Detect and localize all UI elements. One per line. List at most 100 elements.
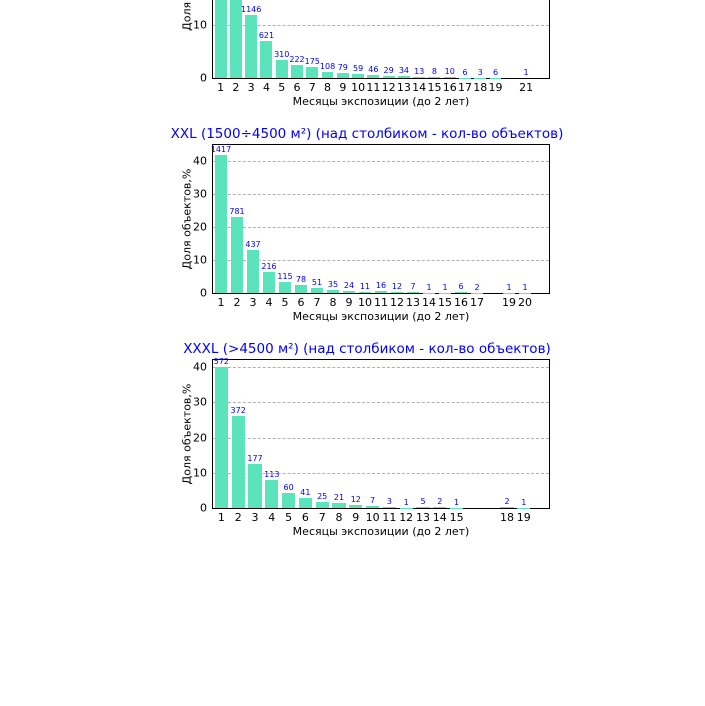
bar-value-label: 1 bbox=[454, 498, 459, 507]
bar-value-label: 1 bbox=[404, 498, 409, 507]
bar-value-label: 10 bbox=[445, 67, 455, 76]
x-tick-label: 2 bbox=[235, 511, 242, 524]
bar-value-label: 2 bbox=[474, 283, 479, 292]
bar bbox=[245, 15, 257, 78]
bar-value-label: 1 bbox=[442, 283, 447, 292]
bar bbox=[282, 493, 295, 508]
x-tick-label: 6 bbox=[294, 81, 301, 94]
bar bbox=[375, 291, 387, 293]
bar-value-label: 1 bbox=[524, 68, 529, 77]
y-tick-label: 20 bbox=[193, 221, 207, 234]
x-tick-label: 15 bbox=[450, 511, 464, 524]
bar-value-label: 113 bbox=[264, 470, 279, 479]
bar bbox=[391, 292, 403, 293]
bar-value-label: 437 bbox=[245, 240, 260, 249]
bar-value-label: 6 bbox=[493, 68, 498, 77]
x-tick-label: 11 bbox=[374, 296, 388, 309]
bar-value-label: 6 bbox=[462, 68, 467, 77]
bar bbox=[327, 290, 339, 293]
bar-value-label: 216 bbox=[261, 262, 276, 271]
x-tick-label: 9 bbox=[339, 81, 346, 94]
bar-value-label: 2 bbox=[437, 497, 442, 506]
y-tick-label: 0 bbox=[200, 72, 207, 85]
x-tick-label: 16 bbox=[454, 296, 468, 309]
bar bbox=[349, 505, 362, 508]
x-tick-label: 4 bbox=[263, 81, 270, 94]
bar-value-label: 115 bbox=[277, 272, 292, 281]
y-axis-label: Доля объектов,% bbox=[181, 169, 194, 270]
chart3: XXXL (>4500 м²) (над столбиком - кол-во … bbox=[152, 341, 557, 509]
bar-value-label: 78 bbox=[296, 275, 306, 284]
plot-area: 0102030405723721771136041252112731521211… bbox=[212, 359, 550, 509]
bar-value-label: 7 bbox=[370, 496, 375, 505]
grid-line bbox=[213, 402, 549, 403]
x-tick-label: 19 bbox=[502, 296, 516, 309]
bar-value-label: 1 bbox=[426, 283, 431, 292]
x-tick-label: 13 bbox=[416, 511, 430, 524]
y-tick-label: 30 bbox=[193, 188, 207, 201]
bar-value-label: 34 bbox=[399, 66, 409, 75]
bar-value-label: 372 bbox=[231, 406, 246, 415]
x-tick-label: 3 bbox=[250, 296, 257, 309]
y-tick-label: 0 bbox=[200, 287, 207, 300]
bar bbox=[215, 0, 227, 78]
y-tick-label: 40 bbox=[193, 155, 207, 168]
bar bbox=[276, 60, 288, 79]
bar bbox=[500, 507, 513, 508]
bar bbox=[359, 292, 371, 293]
bar-value-label: 310 bbox=[274, 50, 289, 59]
x-tick-label: 10 bbox=[358, 296, 372, 309]
x-tick-label: 12 bbox=[390, 296, 404, 309]
bar-value-label: 13 bbox=[414, 67, 424, 76]
bar bbox=[279, 282, 291, 294]
grid-line bbox=[213, 367, 549, 368]
x-tick-label: 5 bbox=[278, 81, 285, 94]
chart2: XXL (1500÷4500 м²) (над столбиком - кол-… bbox=[152, 126, 557, 294]
y-axis-label: Доля объектов,% bbox=[181, 384, 194, 485]
chart1: 0102011466213102221751087959462934138106… bbox=[152, 0, 557, 79]
x-tick-label: 14 bbox=[433, 511, 447, 524]
y-axis-label: Доля объ bbox=[181, 0, 194, 31]
chart-title: XXXL (>4500 м²) (над столбиком - кол-во … bbox=[167, 341, 567, 357]
bar bbox=[332, 503, 345, 508]
y-tick-label: 30 bbox=[193, 396, 207, 409]
x-tick-label: 10 bbox=[366, 511, 380, 524]
grid-line bbox=[213, 161, 549, 162]
bar-value-label: 2 bbox=[504, 497, 509, 506]
x-tick-label: 19 bbox=[517, 511, 531, 524]
x-tick-label: 15 bbox=[427, 81, 441, 94]
bar-value-label: 1 bbox=[506, 283, 511, 292]
bar bbox=[306, 67, 318, 78]
bar-value-label: 51 bbox=[312, 278, 322, 287]
x-tick-label: 20 bbox=[518, 296, 532, 309]
x-tick-label: 9 bbox=[352, 511, 359, 524]
x-tick-label: 2 bbox=[234, 296, 241, 309]
x-tick-label: 15 bbox=[438, 296, 452, 309]
x-tick-label: 13 bbox=[397, 81, 411, 94]
bar bbox=[265, 480, 278, 508]
bar bbox=[311, 288, 323, 293]
x-tick-label: 14 bbox=[412, 81, 426, 94]
x-tick-label: 4 bbox=[266, 296, 273, 309]
bar-value-label: 21 bbox=[334, 493, 344, 502]
x-tick-label: 16 bbox=[443, 81, 457, 94]
x-tick-label: 7 bbox=[314, 296, 321, 309]
x-tick-label: 8 bbox=[324, 81, 331, 94]
x-tick-label: 14 bbox=[422, 296, 436, 309]
grid-line bbox=[213, 438, 549, 439]
bar-value-label: 108 bbox=[320, 62, 335, 71]
x-tick-label: 5 bbox=[282, 296, 289, 309]
bar bbox=[367, 75, 379, 78]
bar bbox=[231, 217, 243, 293]
bar bbox=[444, 77, 456, 78]
x-tick-label: 13 bbox=[406, 296, 420, 309]
bar bbox=[407, 292, 419, 293]
x-tick-label: 18 bbox=[473, 81, 487, 94]
x-tick-label: 1 bbox=[218, 296, 225, 309]
x-tick-label: 4 bbox=[268, 511, 275, 524]
bar bbox=[433, 507, 446, 508]
bar-value-label: 46 bbox=[368, 65, 378, 74]
bar bbox=[316, 502, 329, 508]
x-tick-label: 3 bbox=[248, 81, 255, 94]
bar-value-label: 1 bbox=[521, 498, 526, 507]
